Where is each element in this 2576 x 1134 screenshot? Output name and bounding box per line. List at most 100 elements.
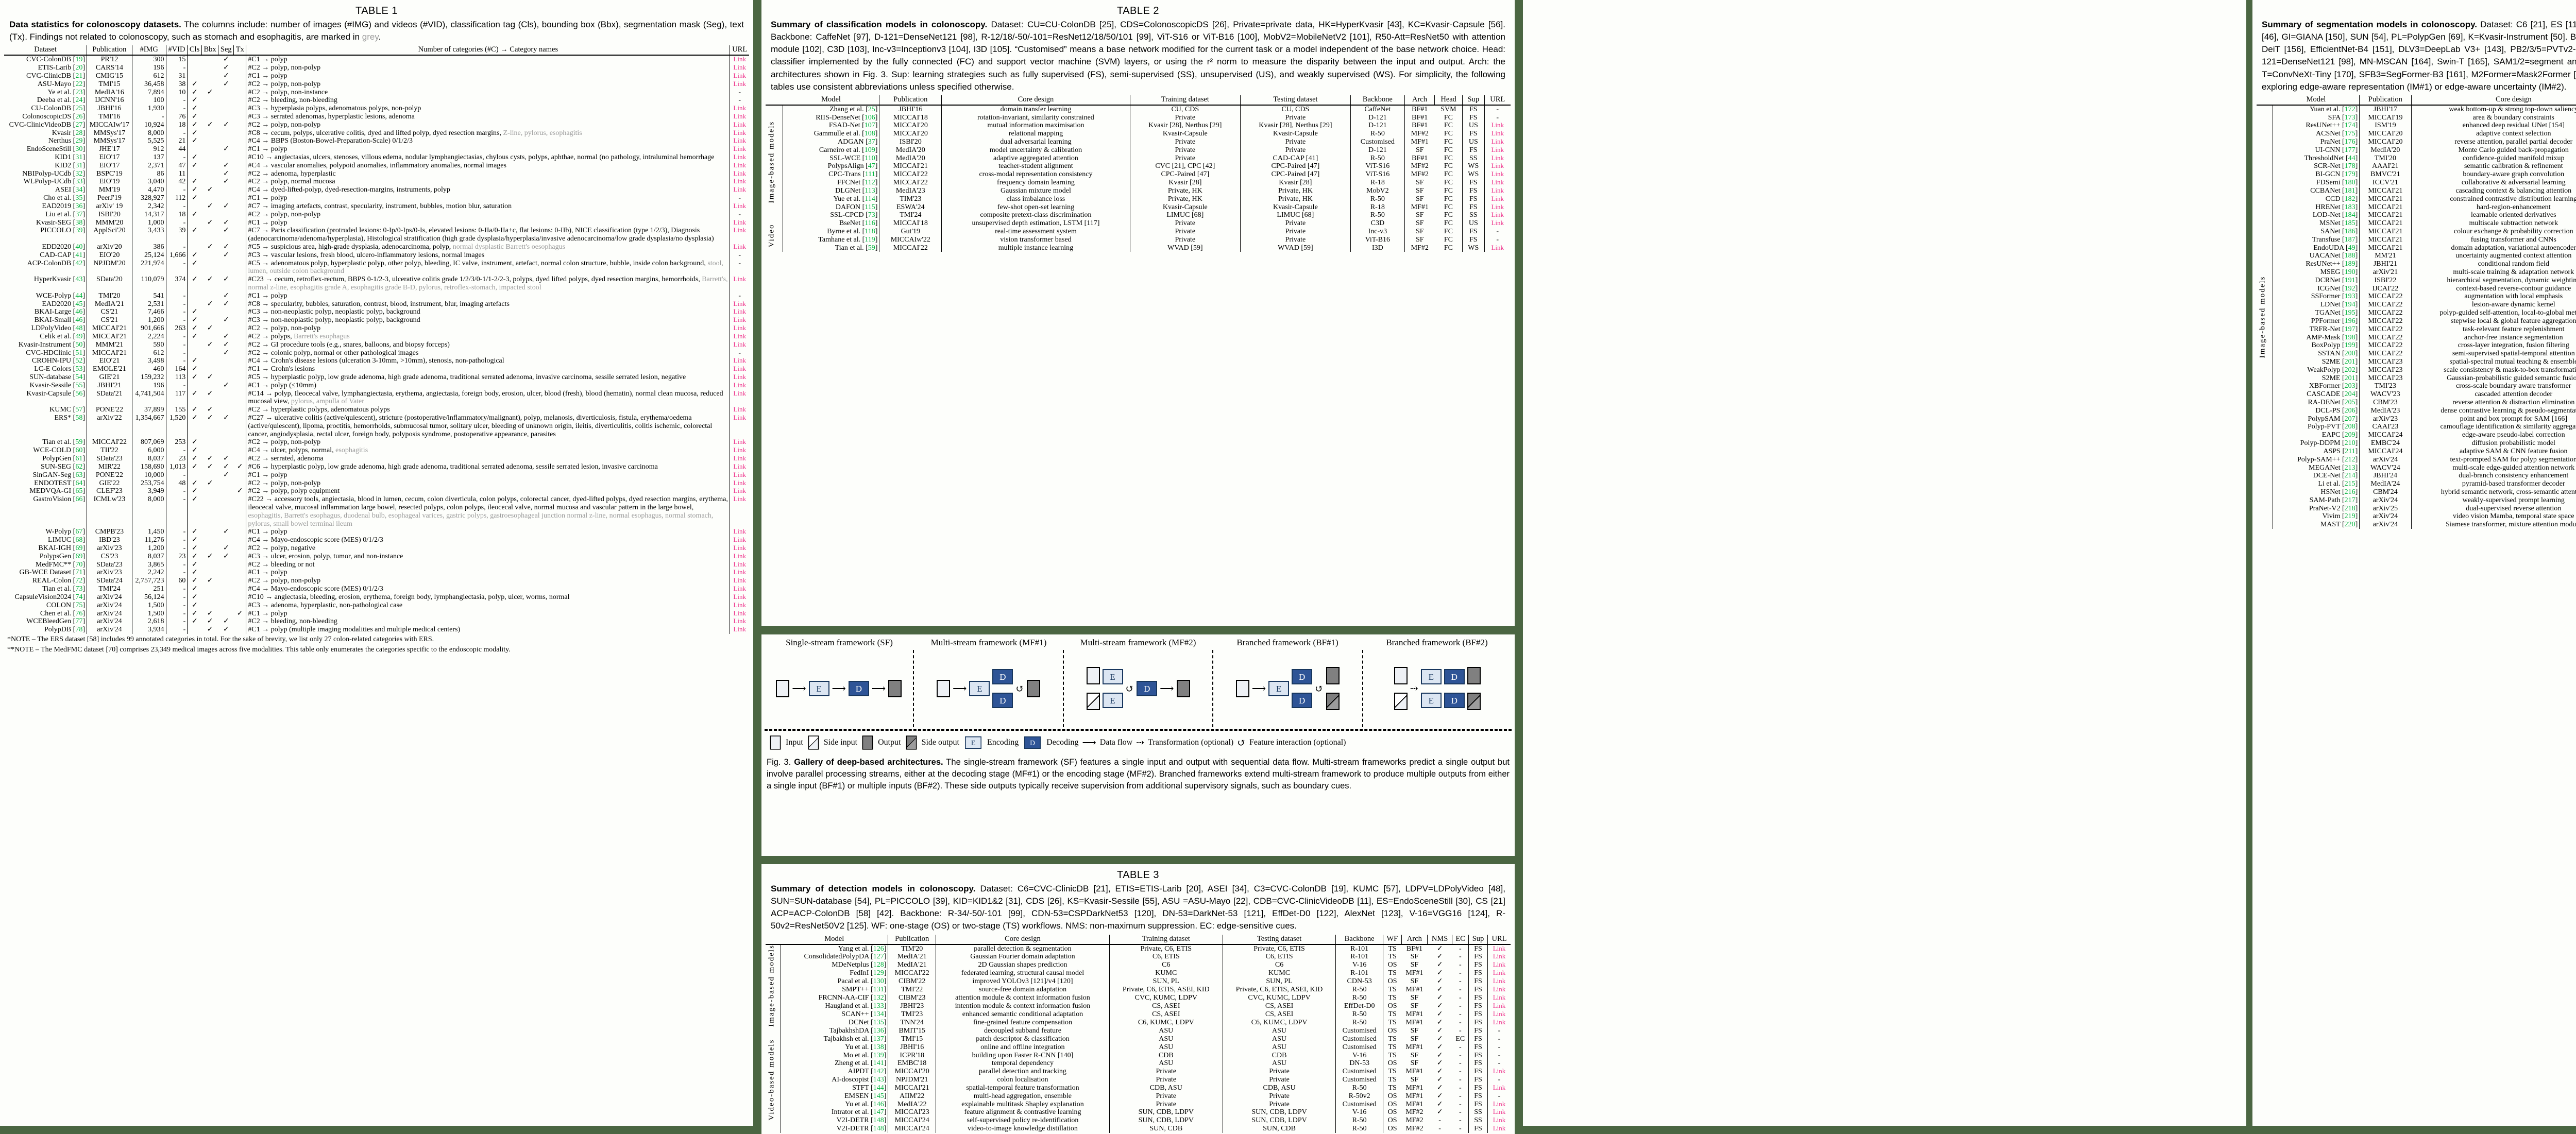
cell-url[interactable]: Link: [730, 161, 749, 170]
cell-url[interactable]: Link: [1484, 195, 1511, 203]
cell-url[interactable]: Link: [1487, 944, 1511, 953]
cell-url[interactable]: Link: [730, 462, 749, 471]
cell-url[interactable]: Link: [1484, 219, 1511, 228]
cell-url[interactable]: Link: [1487, 1018, 1511, 1027]
cell-url[interactable]: Link: [730, 121, 749, 129]
cell-url[interactable]: Link: [730, 129, 749, 138]
cell-url[interactable]: Link: [730, 356, 749, 366]
cell-url[interactable]: Link: [730, 585, 749, 593]
cell-url[interactable]: -: [1484, 105, 1511, 114]
cell-url[interactable]: Link: [1487, 985, 1511, 994]
cell-url[interactable]: Link: [730, 308, 749, 317]
cell-url[interactable]: Link: [730, 454, 749, 463]
cell-url[interactable]: Link: [1487, 969, 1511, 978]
cell-url[interactable]: -: [1487, 1059, 1511, 1068]
cell-url[interactable]: Link: [730, 471, 749, 479]
cell-url[interactable]: -: [1487, 1043, 1511, 1052]
cell-url[interactable]: Link: [730, 243, 749, 251]
cell-url[interactable]: Link: [730, 487, 749, 496]
cell-url[interactable]: -: [1484, 113, 1511, 122]
cell-url[interactable]: Link: [1487, 1100, 1511, 1109]
cell-url[interactable]: Link: [1484, 146, 1511, 154]
cell-url[interactable]: Link: [1487, 1084, 1511, 1092]
cell-url[interactable]: Link: [1484, 122, 1511, 130]
cell-url[interactable]: Link: [1484, 170, 1511, 179]
cell-url[interactable]: Link: [730, 365, 749, 373]
cell-url[interactable]: Link: [730, 63, 749, 72]
cell-url[interactable]: Link: [1484, 211, 1511, 220]
cell-url[interactable]: Link: [730, 340, 749, 349]
cell-url[interactable]: Link: [730, 405, 749, 414]
cell-url[interactable]: -: [1487, 1092, 1511, 1101]
cell-url[interactable]: Link: [1487, 1124, 1511, 1133]
cell-url[interactable]: Link: [730, 446, 749, 455]
cell-url[interactable]: Link: [1487, 953, 1511, 961]
cell-url[interactable]: Link: [730, 552, 749, 561]
cell-url[interactable]: Link: [730, 389, 749, 406]
cell-url[interactable]: Link: [730, 137, 749, 146]
cell-url[interactable]: Link: [730, 576, 749, 586]
cell-url[interactable]: Link: [730, 593, 749, 602]
cell-url[interactable]: Link: [730, 80, 749, 89]
cell-url[interactable]: Link: [730, 536, 749, 544]
cell-url[interactable]: Link: [730, 601, 749, 610]
cell-url[interactable]: Link: [730, 275, 749, 292]
cell-url[interactable]: Link: [730, 625, 749, 634]
cell-url[interactable]: Link: [730, 438, 749, 447]
cell-url[interactable]: Link: [730, 72, 749, 80]
cell-url[interactable]: -: [730, 194, 749, 202]
cell-url[interactable]: Link: [730, 145, 749, 153]
cell-url[interactable]: Link: [730, 495, 749, 528]
cell-url[interactable]: Link: [730, 324, 749, 333]
cell-url[interactable]: Link: [1484, 186, 1511, 195]
cell-url[interactable]: Link: [1487, 1116, 1511, 1125]
cell-url[interactable]: -: [1487, 1076, 1511, 1084]
cell-url[interactable]: Link: [730, 528, 749, 537]
cell-url[interactable]: Link: [730, 153, 749, 162]
cell-url[interactable]: -: [730, 291, 749, 300]
cell-url[interactable]: Link: [730, 414, 749, 439]
cell-url[interactable]: Link: [1484, 162, 1511, 171]
cell-url[interactable]: -: [730, 96, 749, 105]
cell-url[interactable]: Link: [1487, 1002, 1511, 1011]
cell-url[interactable]: Link: [730, 226, 749, 243]
cell-url[interactable]: Link: [730, 332, 749, 341]
cell-url[interactable]: Link: [730, 560, 749, 569]
cell-url[interactable]: Link: [1487, 993, 1511, 1003]
cell-url[interactable]: Link: [1487, 977, 1511, 986]
cell-url[interactable]: Link: [1484, 178, 1511, 187]
cell-url[interactable]: Link: [730, 544, 749, 553]
cell-url[interactable]: Link: [730, 609, 749, 618]
cell-url[interactable]: Link: [1484, 244, 1511, 252]
cell-url[interactable]: Link: [1484, 154, 1511, 163]
cell-url[interactable]: -: [1487, 1035, 1511, 1043]
cell-url[interactable]: Link: [1487, 1067, 1511, 1076]
cell-url[interactable]: -: [1484, 227, 1511, 236]
cell-url[interactable]: -: [730, 259, 749, 276]
cell-url[interactable]: Link: [730, 202, 749, 211]
cell-url[interactable]: Link: [730, 316, 749, 325]
cell-url[interactable]: Link: [1487, 1010, 1511, 1019]
cell-url[interactable]: Link: [730, 112, 749, 121]
cell-url[interactable]: Link: [730, 479, 749, 488]
cell-url[interactable]: Link: [730, 104, 749, 113]
cell-url[interactable]: Link: [730, 373, 749, 382]
cell-url[interactable]: Link: [730, 381, 749, 390]
cell-url[interactable]: Link: [1484, 129, 1511, 138]
cell-url[interactable]: Link: [730, 185, 749, 195]
cell-url[interactable]: -: [730, 251, 749, 260]
cell-url[interactable]: -: [1487, 1051, 1511, 1060]
cell-url[interactable]: Link: [730, 617, 749, 626]
cell-url[interactable]: -: [730, 88, 749, 97]
cell-url[interactable]: Link: [730, 55, 749, 64]
cell-url[interactable]: Link: [1484, 203, 1511, 212]
cell-url[interactable]: Link: [730, 178, 749, 186]
cell-url[interactable]: -: [730, 210, 749, 219]
cell-url[interactable]: Link: [730, 569, 749, 577]
cell-url[interactable]: -: [730, 349, 749, 357]
cell-url[interactable]: -: [1487, 1027, 1511, 1036]
cell-url[interactable]: Link: [730, 169, 749, 178]
cell-url[interactable]: -: [1484, 235, 1511, 244]
cell-url[interactable]: Link: [730, 218, 749, 227]
cell-url[interactable]: Link: [1484, 138, 1511, 146]
